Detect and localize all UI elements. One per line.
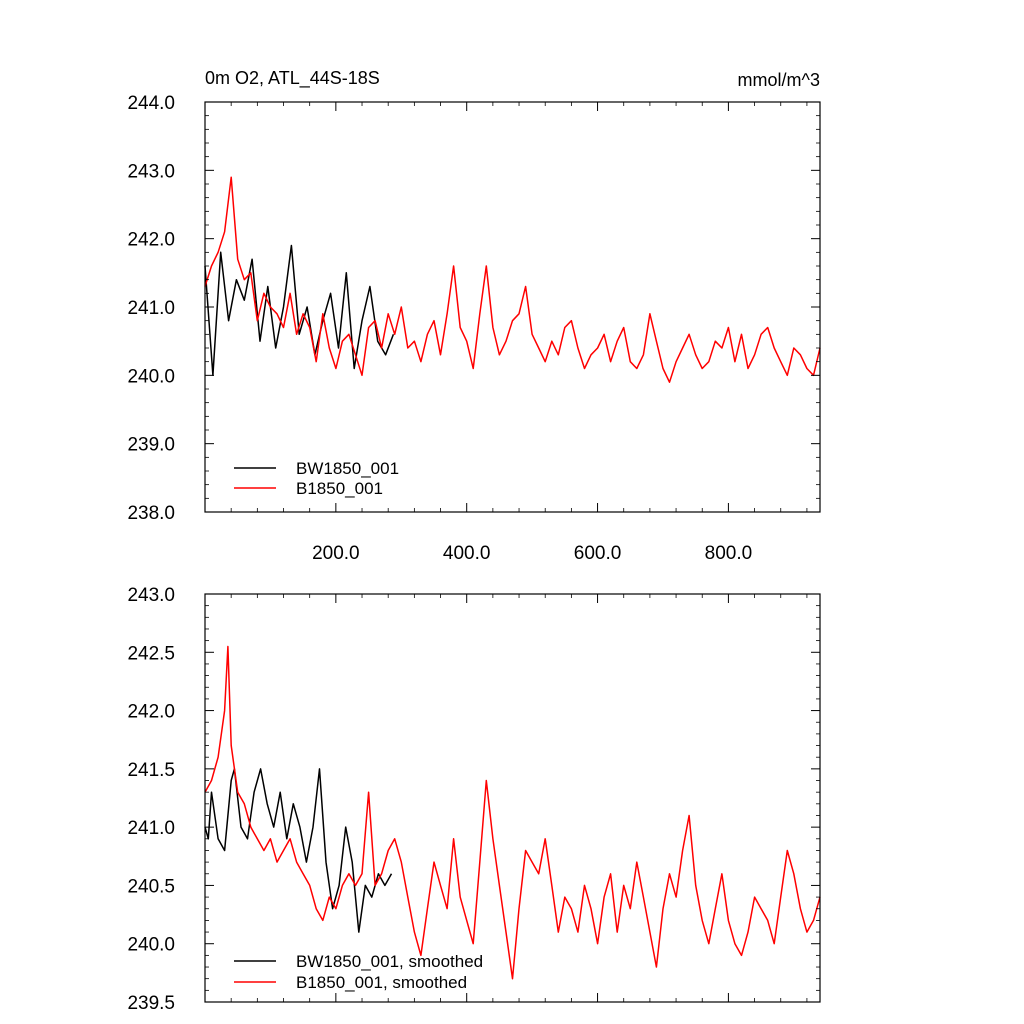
y-tick-label: 243.0 bbox=[127, 161, 175, 182]
series-line-b1850 bbox=[204, 645, 821, 980]
x-tick-label: 800.0 bbox=[705, 543, 753, 564]
y-tick-label: 242.0 bbox=[127, 702, 175, 723]
y-tick-label: 242.0 bbox=[127, 230, 175, 251]
series-line-bw1850 bbox=[204, 244, 395, 377]
y-tick-label: 239.0 bbox=[127, 435, 175, 456]
units-label: mmol/m^3 bbox=[738, 70, 820, 90]
x-tick-label: 200.0 bbox=[312, 543, 360, 564]
x-tick-label: 400.0 bbox=[443, 543, 491, 564]
legend-label: BW1850_001 bbox=[296, 459, 399, 478]
y-tick-label: 242.5 bbox=[127, 643, 175, 664]
bottom-panel: 239.5 240.0 240.5 241.0 241.5 242.0 242.5 243.0… bbox=[127, 585, 821, 1014]
y-tick-label: 240.0 bbox=[127, 366, 175, 387]
y-tick-label: 241.5 bbox=[127, 760, 175, 781]
y-tick-label: 243.0 bbox=[127, 585, 175, 606]
legend-label: BW1850_001, smoothed bbox=[296, 952, 483, 971]
top-panel: 0m O2, ATL_44S-18S mmol/m^3 238.0 239.0 24… bbox=[127, 68, 821, 564]
series-line-bw1850 bbox=[204, 768, 393, 933]
y-tick-label: 241.0 bbox=[127, 818, 175, 839]
legend-label: B1850_001, smoothed bbox=[296, 973, 467, 992]
plot-frame bbox=[204, 593, 821, 1003]
y-tick-label: 244.0 bbox=[127, 93, 175, 114]
y-tick-label: 240.5 bbox=[127, 876, 175, 897]
y-tick-label: 239.5 bbox=[127, 993, 175, 1014]
series-line-b1850 bbox=[204, 176, 821, 383]
y-tick-label: 241.0 bbox=[127, 298, 175, 319]
x-tick-label: 600.0 bbox=[574, 543, 622, 564]
y-tick-label: 238.0 bbox=[127, 503, 175, 524]
chart-title: 0m O2, ATL_44S-18S bbox=[205, 68, 380, 89]
y-tick-label: 240.0 bbox=[127, 935, 175, 956]
legend-label: B1850_001 bbox=[296, 479, 383, 498]
